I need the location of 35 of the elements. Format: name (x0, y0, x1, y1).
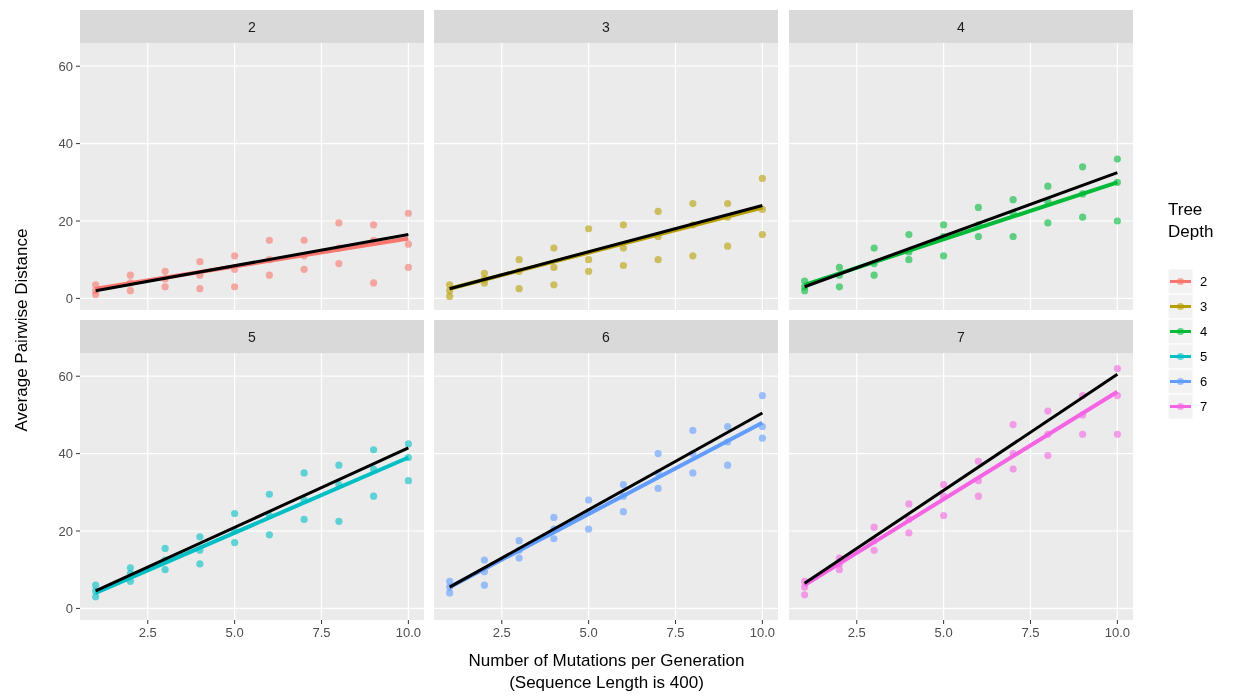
x-tick-label: 10.0 (749, 625, 776, 640)
legend-label: 6 (1200, 374, 1208, 389)
x-tick-label: 10.0 (1104, 625, 1131, 640)
x-tick-label: 5.0 (579, 625, 598, 640)
y-axis-title: Average Pairwise Distance (12, 228, 31, 432)
y-tick-label: 20 (58, 523, 73, 539)
x-tick-label: 5.0 (934, 625, 953, 640)
chart-title: 6 (602, 328, 611, 345)
y-tick-label: 0 (65, 290, 73, 306)
legend-label: 7 (1200, 399, 1208, 414)
x-tick-label: 7.5 (666, 625, 685, 640)
y-tick-label: 0 (65, 600, 73, 616)
x-tick-label: 2.5 (138, 625, 157, 640)
y-tick-label: 60 (58, 58, 73, 74)
legend-label: 5 (1200, 349, 1208, 364)
x-tick-label: 7.5 (1021, 625, 1040, 640)
x-tick-label: 5.0 (225, 625, 244, 640)
y-tick-label: 40 (58, 446, 73, 462)
y-tick-label: 60 (58, 368, 73, 384)
y-tick-label: 20 (58, 213, 73, 229)
x-tick-label: 2.5 (492, 625, 511, 640)
x-axis-title: Number of Mutations per Generation (Sequence Length is 400) (468, 651, 745, 692)
legend-label: 2 (1200, 274, 1208, 289)
legend-label: 4 (1200, 324, 1208, 339)
y-tick-label: 40 (58, 136, 73, 152)
legend-title: Tree Depth (1168, 200, 1214, 241)
legend-label: 3 (1200, 299, 1208, 314)
x-tick-label: 10.0 (395, 625, 422, 640)
chart-title: 2 (248, 18, 257, 35)
x-tick-label: 7.5 (312, 625, 331, 640)
chart-title: 7 (957, 328, 966, 345)
chart-title: 3 (602, 18, 611, 35)
chart-title: 4 (957, 18, 966, 35)
x-tick-label: 2.5 (847, 625, 866, 640)
chart-title: 5 (248, 328, 257, 345)
